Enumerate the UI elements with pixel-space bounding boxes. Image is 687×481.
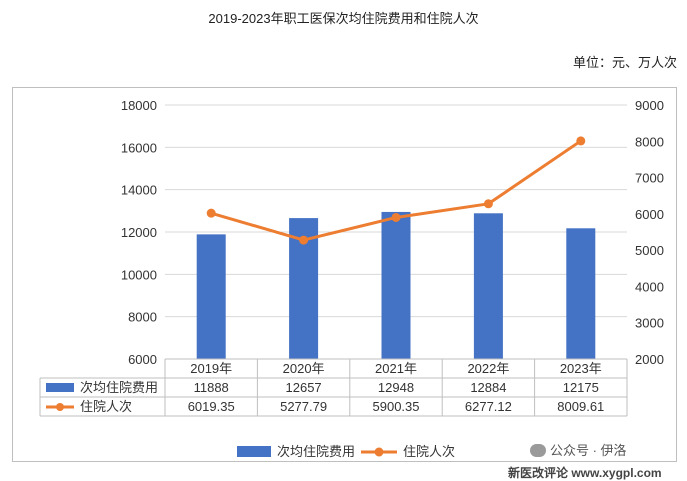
table-row-label: 住院人次 — [80, 399, 132, 414]
category-label: 2019年 — [190, 361, 232, 376]
left-tick-label: 14000 — [121, 183, 157, 198]
chart-title: 2019-2023年职工医保次均住院费用和住院人次 — [208, 11, 479, 26]
left-tick-label: 12000 — [121, 225, 157, 240]
right-tick-label: 5000 — [635, 243, 664, 258]
category-label: 2020年 — [283, 361, 325, 376]
unit-label: 单位：元、万人次 — [572, 55, 677, 70]
legend-label: 次均住院费用 — [277, 444, 355, 459]
legend-key-point — [374, 447, 384, 457]
bar — [473, 213, 503, 359]
legend-label: 住院人次 — [403, 444, 455, 459]
data-label: 6019.35 — [188, 399, 235, 414]
table-row-label: 次均住院费用 — [80, 380, 158, 395]
table-key-bar — [46, 383, 74, 392]
line-point — [483, 199, 493, 209]
site-mark: 新医改评论 www.xygpl.com — [508, 466, 662, 480]
watermark-text: 公众号 · 伊洛 — [550, 443, 627, 458]
bar — [196, 234, 226, 359]
data-label: 12657 — [286, 380, 322, 395]
right-tick-label: 8000 — [635, 134, 664, 149]
right-tick-label: 3000 — [635, 316, 664, 331]
table-key-point — [56, 403, 64, 411]
left-tick-label: 6000 — [128, 352, 157, 367]
category-label: 2023年 — [560, 361, 602, 376]
right-tick-label: 6000 — [635, 207, 664, 222]
line-point — [391, 212, 401, 222]
left-tick-label: 8000 — [128, 310, 157, 325]
right-tick-label: 9000 — [635, 98, 664, 113]
line-point — [206, 208, 216, 218]
left-tick-label: 16000 — [121, 140, 157, 155]
category-label: 2021年 — [375, 361, 417, 376]
left-tick-label: 10000 — [121, 267, 157, 282]
data-label: 5277.79 — [280, 399, 327, 414]
data-label: 12884 — [470, 380, 506, 395]
data-label: 11888 — [194, 380, 229, 395]
data-label: 12175 — [563, 380, 599, 395]
bar — [566, 228, 596, 359]
bar — [381, 211, 411, 359]
watermark: 公众号 · 伊洛 — [530, 440, 627, 459]
chart-svg: 18000 16000 14000 12000 10000 8000 6000 9000 800… — [39, 98, 664, 459]
right-tick-label: 2000 — [635, 352, 664, 367]
data-label: 12948 — [378, 380, 414, 395]
category-label: 2022年 — [467, 361, 509, 376]
wechat-icon — [530, 444, 546, 457]
right-tick-label: 4000 — [635, 279, 664, 294]
right-tick-label: 7000 — [635, 171, 664, 186]
data-label: 5900.35 — [373, 399, 420, 414]
line-point — [299, 235, 309, 245]
legend-key-bar — [237, 446, 271, 457]
data-label: 6277.12 — [465, 399, 512, 414]
chart-frame: 18000 16000 14000 12000 10000 8000 6000 9000 800… — [12, 87, 677, 462]
data-label: 8009.61 — [557, 399, 604, 414]
left-tick-label: 18000 — [121, 98, 157, 113]
line-point — [576, 136, 586, 146]
